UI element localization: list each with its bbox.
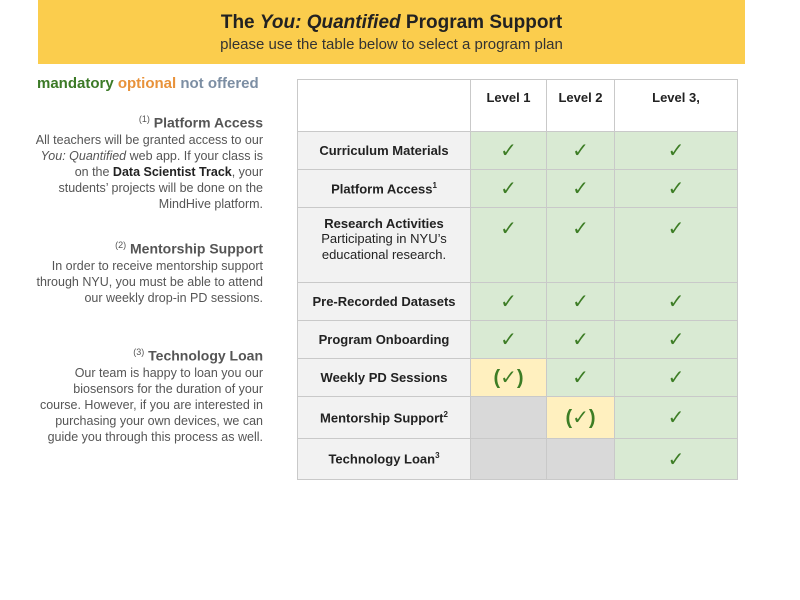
program-plan-table: Level 1 Level 2 Level 3, Curriculum Mate… [297,79,738,480]
check-icon: ✓ [470,207,547,283]
not-offered-cell [546,438,615,480]
legend-mandatory: mandatory [37,75,114,92]
header-blank [297,79,471,132]
check-icon: ✓ [470,320,547,359]
feature-label: Platform Access1 [297,169,471,208]
feature-label: Curriculum Materials [297,131,471,170]
check-icon: ✓ [614,207,738,283]
check-icon: ✓ [470,169,547,208]
footnote-platform-access: (1) Platform Access All teachers will be… [35,114,263,211]
check-icon: ✓ [546,320,615,359]
not-offered-cell [470,396,547,439]
table-row: Curriculum Materials ✓ ✓ ✓ [297,131,738,170]
header-banner: The You: Quantified Program Support plea… [38,0,745,64]
legend-not-offered: not offered [180,75,259,92]
feature-label: Mentorship Support2 [297,396,471,439]
optional-check-icon: (✓) [546,396,615,439]
check-icon: ✓ [470,131,547,170]
table-row: Mentorship Support2 (✓) ✓ [297,396,738,439]
check-icon: ✓ [614,358,738,397]
table-row: Program Onboarding ✓ ✓ ✓ [297,320,738,359]
not-offered-cell [470,438,547,480]
page-title: The You: Quantified Program Support [220,12,563,33]
header-level-1: Level 1 [470,79,547,132]
table-row: Weekly PD Sessions (✓) ✓ ✓ [297,358,738,397]
check-icon: ✓ [614,396,738,439]
feature-label: Pre-Recorded Datasets [297,282,471,321]
table-header-row: Level 1 Level 2 Level 3, [297,79,738,132]
check-icon: ✓ [614,438,738,480]
table-row: Pre-Recorded Datasets ✓ ✓ ✓ [297,282,738,321]
legend-optional: optional [117,75,177,92]
optional-check-icon: (✓) [470,358,547,397]
check-icon: ✓ [546,131,615,170]
feature-label: Technology Loan3 [297,438,471,480]
check-icon: ✓ [546,207,615,283]
page-subtitle: please use the table below to select a p… [220,36,563,53]
check-icon: ✓ [614,320,738,359]
footnote-mentorship-support: (2) Mentorship Support In order to recei… [36,240,263,305]
check-icon: ✓ [546,358,615,397]
check-icon: ✓ [546,169,615,208]
check-icon: ✓ [614,169,738,208]
table-row: Platform Access1 ✓ ✓ ✓ [297,169,738,208]
footnote-technology-loan: (3) Technology Loan Our team is happy to… [39,347,263,444]
feature-label: Weekly PD Sessions [297,358,471,397]
feature-label: Program Onboarding [297,320,471,359]
table-row: Technology Loan3 ✓ [297,438,738,480]
header-level-3: Level 3, [614,79,738,132]
legend: mandatory optional not offered [37,75,259,92]
check-icon: ✓ [614,282,738,321]
feature-label: Research Activities Participating in NYU’… [297,207,471,283]
table-row: Research Activities Participating in NYU’… [297,207,738,283]
header-level-2: Level 2 [546,79,615,132]
feature-description: Participating in NYU’s educational resea… [321,231,447,262]
check-icon: ✓ [470,282,547,321]
check-icon: ✓ [546,282,615,321]
check-icon: ✓ [614,131,738,170]
